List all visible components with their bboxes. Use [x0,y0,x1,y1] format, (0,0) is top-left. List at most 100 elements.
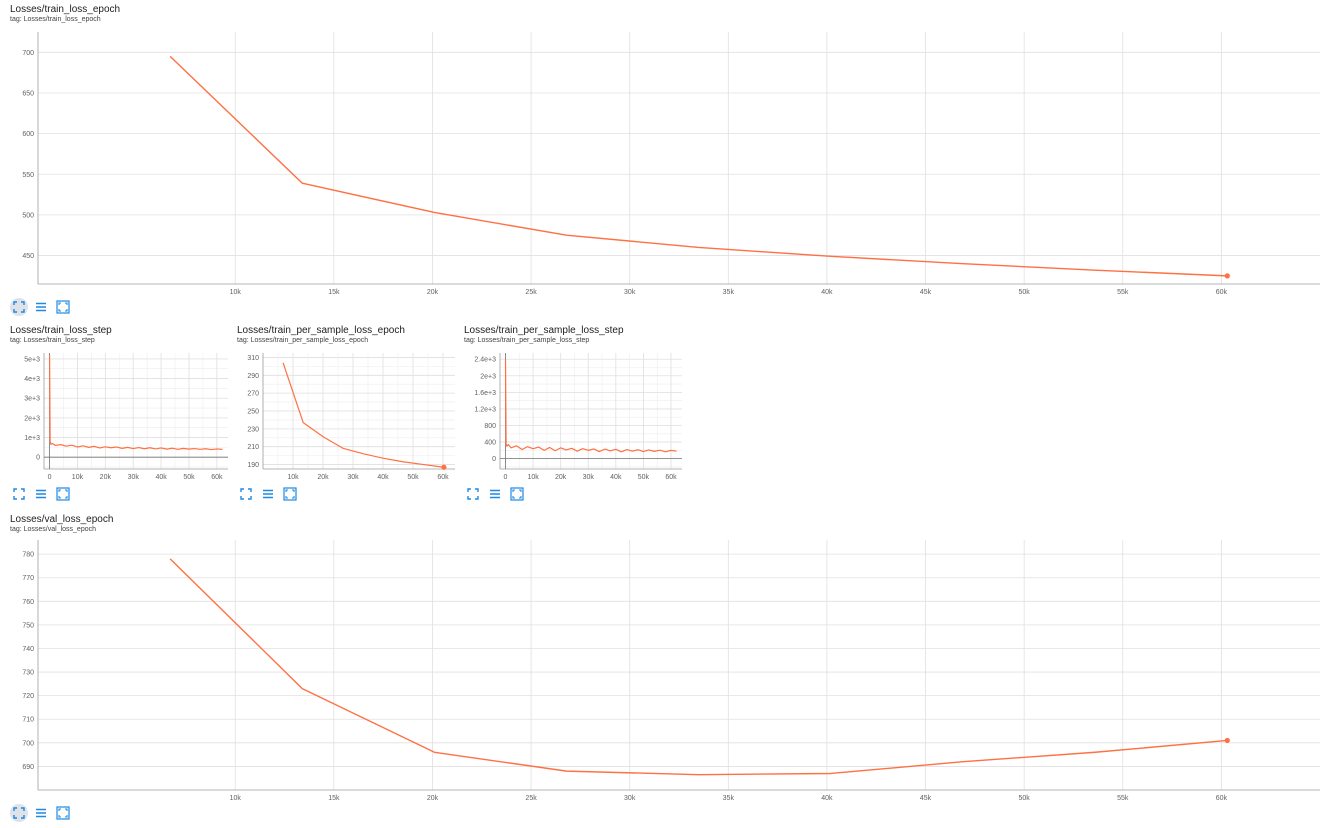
fit-to-screen-icon [240,488,252,500]
toggle-log-scale-icon [35,301,47,313]
y-tick-label: 690 [22,764,34,771]
x-tick-label: 60k [211,474,223,481]
x-tick-label: 30k [624,795,636,802]
x-tick-label: 20k [427,289,439,296]
x-tick-label: 0 [48,474,52,481]
x-tick-label: 40k [377,474,389,481]
fit-domain-button[interactable] [54,485,72,503]
x-tick-label: 20k [100,474,112,481]
y-tick-label: 290 [247,373,259,380]
series-line [50,355,223,450]
x-tick-label: 10k [287,474,299,481]
x-tick-label: 20k [427,795,439,802]
toggle-log-scale-button[interactable] [486,485,504,503]
y-tick-label: 0 [492,456,496,463]
y-tick-label: 600 [22,131,34,138]
x-tick-label: 45k [920,795,932,802]
chart-title: Losses/train_loss_epoch [10,4,120,15]
fit-domain-button[interactable] [281,485,299,503]
x-tick-label: 0 [504,474,508,481]
toggle-log-scale-button[interactable] [259,485,277,503]
x-tick-label: 10k [527,474,539,481]
fit-to-screen-button[interactable] [464,485,482,503]
x-tick-label: 55k [1117,795,1129,802]
y-tick-label: 210 [247,444,259,451]
train-loss-epoch-plot[interactable]: 450 500 550 600 650 700 10k 15k 20k 25k 30k 35k 40k 4… [10,28,1320,300]
fit-to-screen-icon [13,488,25,500]
y-tick-label: 1.2e+3 [474,406,496,413]
chart-card-val-loss-epoch: Losses/val_loss_epoch tag: Losses/val_lo… [10,514,1320,826]
fit-to-screen-icon [13,807,25,819]
y-tick-label: 710 [22,717,34,724]
fit-to-screen-button[interactable] [10,485,28,503]
x-tick-label: 50k [1019,795,1031,802]
x-tick-label: 35k [723,795,735,802]
x-tick-label: 60k [665,474,677,481]
y-tick-label: 4e+3 [24,376,40,383]
toggle-log-scale-icon [35,488,47,500]
y-tick-label: 250 [247,409,259,416]
x-tick-label: 30k [624,289,636,296]
x-tick-label: 60k [1216,795,1228,802]
toggle-log-scale-icon [262,488,274,500]
y-tick-label: 1e+3 [24,435,40,442]
y-tick-label: 750 [22,622,34,629]
chart-tag: tag: Losses/train_loss_step [10,337,95,344]
chart-tag: tag: Losses/train_per_sample_loss_step [464,337,589,344]
y-tick-label: 400 [484,440,496,447]
chart-toolbar [10,485,72,503]
chart-toolbar [464,485,526,503]
chart-card-train-loss-step: Losses/train_loss_step tag: Losses/train… [10,325,232,505]
y-tick-label: 5e+3 [24,356,40,363]
fit-domain-icon [510,487,524,501]
y-tick-label: 310 [247,355,259,362]
train-per-sample-loss-epoch-plot[interactable]: 190 210 230 250 270 290 310 10k 20k 30k 40k 50k 60k [237,349,459,485]
y-tick-label: 2.4e+3 [474,357,496,364]
x-tick-label: 55k [1117,289,1129,296]
x-tick-label: 30k [583,474,595,481]
y-tick-label: 1.6e+3 [474,390,496,397]
x-tick-label: 10k [72,474,84,481]
x-tick-label: 50k [183,474,195,481]
y-tick-label: 740 [22,646,34,653]
x-tick-label: 15k [328,289,340,296]
chart-card-train-per-sample-loss-epoch: Losses/train_per_sample_loss_epoch tag: … [237,325,459,505]
toggle-log-scale-icon [489,488,501,500]
fit-domain-button[interactable] [54,804,72,822]
x-tick-label: 25k [525,795,537,802]
series-line [506,359,677,452]
endpoint-marker [441,465,446,470]
val-loss-epoch-plot[interactable]: 690 700 710 720 730 740 750 760 770 780 10k 15k 20k 2… [10,538,1320,804]
x-tick-label: 40k [155,474,167,481]
y-tick-label: 700 [22,50,34,57]
x-tick-label: 15k [328,795,340,802]
fit-to-screen-button[interactable] [10,804,28,822]
fit-domain-icon [56,300,70,314]
train-per-sample-loss-step-plot[interactable]: 0 400 800 1.2e+3 1.6e+3 2e+3 2.4e+3 0 10k 20k 30k 4… [464,349,686,485]
fit-domain-icon [283,487,297,501]
y-tick-label: 2e+3 [24,415,40,422]
y-tick-label: 190 [247,462,259,469]
train-loss-step-plot[interactable]: 0 1e+3 2e+3 3e+3 4e+3 5e+3 0 10k 20k 30k 40k 50k 60k [10,349,232,485]
x-tick-label: 40k [821,289,833,296]
fit-to-screen-icon [13,301,25,313]
toggle-log-scale-button[interactable] [32,298,50,316]
toggle-log-scale-button[interactable] [32,804,50,822]
y-tick-label: 3e+3 [24,396,40,403]
y-tick-label: 270 [247,391,259,398]
x-tick-label: 25k [525,289,537,296]
fit-domain-icon [56,487,70,501]
x-tick-label: 40k [610,474,622,481]
chart-title: Losses/val_loss_epoch [10,514,113,525]
fit-domain-button[interactable] [54,298,72,316]
chart-card-train-per-sample-loss-step: Losses/train_per_sample_loss_step tag: L… [464,325,686,505]
series-line [170,56,1227,275]
fit-to-screen-button[interactable] [10,298,28,316]
endpoint-marker [1225,738,1230,743]
toggle-log-scale-button[interactable] [32,485,50,503]
y-tick-label: 550 [22,172,34,179]
fit-to-screen-button[interactable] [237,485,255,503]
y-tick-label: 780 [22,552,34,559]
fit-domain-button[interactable] [508,485,526,503]
x-tick-label: 40k [821,795,833,802]
